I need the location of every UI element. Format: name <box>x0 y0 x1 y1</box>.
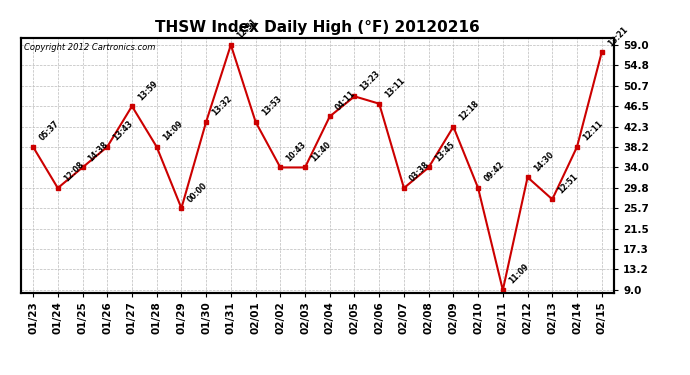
Text: Copyright 2012 Cartronics.com: Copyright 2012 Cartronics.com <box>23 43 155 52</box>
Text: 13:32: 13:32 <box>210 94 234 118</box>
Text: 12:11: 12:11 <box>581 119 604 143</box>
Text: 12:51: 12:51 <box>556 172 580 195</box>
Text: 13:21: 13:21 <box>606 25 629 48</box>
Text: 13:59: 13:59 <box>136 79 159 102</box>
Text: 11:40: 11:40 <box>309 140 333 163</box>
Text: 13:11: 13:11 <box>384 76 407 99</box>
Text: 13:53: 13:53 <box>259 94 283 118</box>
Text: 13:43: 13:43 <box>111 119 135 143</box>
Text: 11:09: 11:09 <box>507 262 531 286</box>
Title: THSW Index Daily High (°F) 20120216: THSW Index Daily High (°F) 20120216 <box>155 20 480 35</box>
Text: 03:38: 03:38 <box>408 160 432 184</box>
Text: 00:00: 00:00 <box>186 181 209 204</box>
Text: 12:08: 12:08 <box>62 160 86 184</box>
Text: 12:31: 12:31 <box>235 17 259 41</box>
Text: 14:38: 14:38 <box>87 140 110 163</box>
Text: 14:30: 14:30 <box>532 150 555 173</box>
Text: 04:11: 04:11 <box>334 89 357 112</box>
Text: 05:37: 05:37 <box>37 119 61 143</box>
Text: 13:23: 13:23 <box>359 69 382 92</box>
Text: 10:43: 10:43 <box>284 140 308 163</box>
Text: 09:42: 09:42 <box>482 160 506 184</box>
Text: 13:45: 13:45 <box>433 140 456 163</box>
Text: 12:18: 12:18 <box>457 99 481 123</box>
Text: 14:09: 14:09 <box>161 119 184 143</box>
